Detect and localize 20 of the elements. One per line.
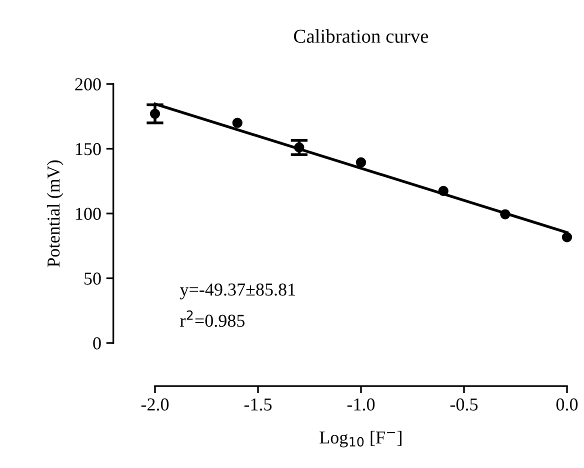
- point: [232, 118, 242, 128]
- x-tick-label: -1.5: [244, 398, 272, 411]
- point: [500, 209, 510, 220]
- y-tick-label: 100: [76, 208, 101, 220]
- y-tick-label: 150: [76, 143, 101, 156]
- x-tick-label: 0.0: [556, 398, 578, 411]
- annotation: y=-49.37±85.81: [180, 283, 296, 300]
- point: [562, 232, 572, 242]
- point: [438, 186, 448, 196]
- point: [356, 157, 366, 168]
- annotation: r$^{2}$=0.985: [180, 310, 245, 327]
- y-axis-title: Potential (mV): [46, 160, 64, 267]
- x-tick-label: -1.0: [347, 398, 375, 411]
- x-tick-label: -2.0: [141, 398, 169, 411]
- y-tick-label: 0: [93, 337, 101, 350]
- chart-title: Calibration curve: [294, 29, 428, 43]
- x-axis-title: Log$_{10}$ [F$^{−}$]: [320, 430, 402, 448]
- y-tick-label: 50: [84, 272, 101, 285]
- x-tick-label: -0.5: [450, 398, 478, 411]
- y-tick-label: 200: [75, 78, 101, 90]
